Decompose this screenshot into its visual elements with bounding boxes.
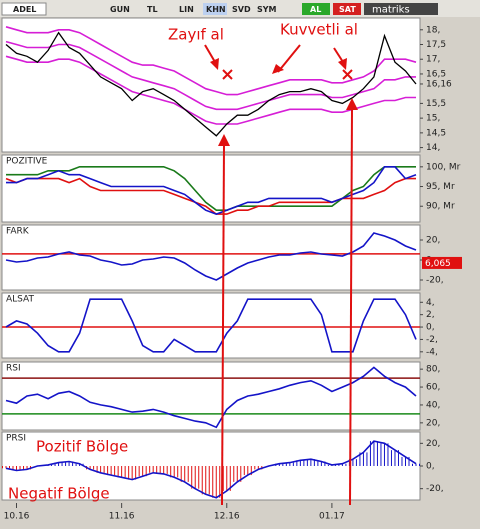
series-line bbox=[6, 166, 417, 215]
series-line bbox=[5, 31, 417, 137]
value-label: 6,065 bbox=[425, 259, 451, 269]
arrow bbox=[333, 47, 344, 63]
toolbar-button[interactable]: SYM bbox=[257, 5, 277, 14]
symbol[interactable]: ADEL bbox=[13, 5, 36, 14]
x-tick-label: 01.17 bbox=[319, 512, 345, 522]
plot-area bbox=[1, 292, 421, 359]
arrow-head bbox=[210, 58, 219, 70]
x-tick-label: 10.16 bbox=[4, 512, 30, 522]
arrow bbox=[221, 144, 225, 506]
buy-button[interactable] bbox=[302, 3, 330, 15]
y-tick-label: 2, bbox=[426, 310, 435, 320]
series-line bbox=[5, 232, 417, 281]
active-button bbox=[203, 3, 227, 15]
annotation: Negatif Bölge bbox=[8, 485, 110, 503]
y-tick-label: -2, bbox=[426, 335, 438, 345]
cross bbox=[342, 69, 353, 80]
annotation: Zayıf al bbox=[168, 26, 224, 44]
series-line bbox=[5, 366, 417, 429]
toolbar-button[interactable]: LIN bbox=[179, 5, 194, 14]
panel-title: FARK bbox=[6, 227, 30, 237]
panel-title: POZITIVE bbox=[6, 157, 48, 167]
y-tick-label: 0, bbox=[426, 462, 435, 472]
y-tick-label: 60, bbox=[426, 383, 440, 393]
y-tick-label: 95, Mr bbox=[426, 182, 455, 192]
y-tick-label: -20, bbox=[426, 484, 444, 494]
toolbar-button[interactable]: GUN bbox=[110, 5, 130, 14]
y-tick-label: 17,5 bbox=[426, 40, 446, 50]
y-tick-label: -4, bbox=[426, 347, 438, 357]
y-tick-label: 40, bbox=[426, 400, 440, 410]
y-tick-label: 80, bbox=[426, 365, 440, 375]
arrow-head bbox=[272, 64, 284, 74]
y-tick-label: 20, bbox=[426, 439, 440, 449]
y-tick-label: 20, bbox=[426, 236, 440, 246]
symbol-box[interactable] bbox=[1, 2, 47, 16]
series-line bbox=[5, 40, 416, 111]
arrow-head bbox=[338, 58, 347, 70]
y-tick-label: 0, bbox=[426, 323, 435, 333]
y-tick-label: 4, bbox=[426, 298, 435, 308]
plot-area bbox=[1, 224, 421, 291]
panel-title: PRSI bbox=[6, 434, 26, 444]
series-line bbox=[5, 177, 416, 215]
arrow-head bbox=[218, 134, 230, 146]
arrow bbox=[349, 107, 353, 506]
cross bbox=[222, 69, 233, 80]
series-line bbox=[6, 166, 416, 211]
sell-button[interactable] bbox=[333, 3, 361, 15]
buy-label[interactable]: AL bbox=[310, 5, 321, 14]
toolbar-button[interactable]: KHN bbox=[206, 5, 226, 14]
y-tick-label: 20, bbox=[426, 418, 440, 428]
toolbar-button[interactable]: TL bbox=[147, 5, 158, 14]
brand-box bbox=[364, 3, 438, 15]
annotation-arrows bbox=[204, 44, 358, 506]
plot-area bbox=[1, 17, 421, 153]
x-tick-label: 12.16 bbox=[214, 512, 240, 522]
y-tick-label: 15,5 bbox=[426, 99, 446, 109]
y-tick-label: 17, bbox=[426, 55, 440, 65]
y-tick-label: -20, bbox=[426, 276, 444, 286]
x-tick-label: 11.16 bbox=[109, 512, 135, 522]
y-tick-label: 16,5 bbox=[426, 69, 446, 79]
panel-title: ALSAT bbox=[6, 295, 35, 305]
brand: matriks bbox=[372, 5, 410, 16]
value-badge bbox=[422, 256, 462, 269]
series-line bbox=[5, 298, 417, 353]
panel-title: RSI bbox=[6, 364, 21, 374]
arrow bbox=[277, 44, 301, 73]
toolbar-button[interactable]: SVD bbox=[232, 5, 251, 14]
series-line bbox=[5, 26, 417, 96]
y-tick-label: 16,16 bbox=[426, 79, 452, 89]
y-tick-label: 100, Mr bbox=[426, 162, 461, 172]
arrow bbox=[204, 44, 216, 63]
y-tick-label: 14, bbox=[426, 143, 440, 153]
series-line bbox=[5, 440, 417, 499]
series-line bbox=[5, 55, 416, 125]
annotation: Kuvvetli al bbox=[280, 21, 358, 39]
plot-area bbox=[1, 361, 421, 431]
y-tick-label: 15, bbox=[426, 114, 440, 124]
arrow-head bbox=[346, 98, 358, 110]
y-tick-label: 18, bbox=[426, 25, 440, 35]
x-axis-bar bbox=[0, 503, 480, 529]
y-tick-label: 90, Mr bbox=[426, 202, 455, 212]
sell-label[interactable]: SAT bbox=[339, 5, 356, 14]
y-tick-label: 14,5 bbox=[426, 128, 446, 138]
annotation: Pozitif Bölge bbox=[36, 438, 128, 456]
